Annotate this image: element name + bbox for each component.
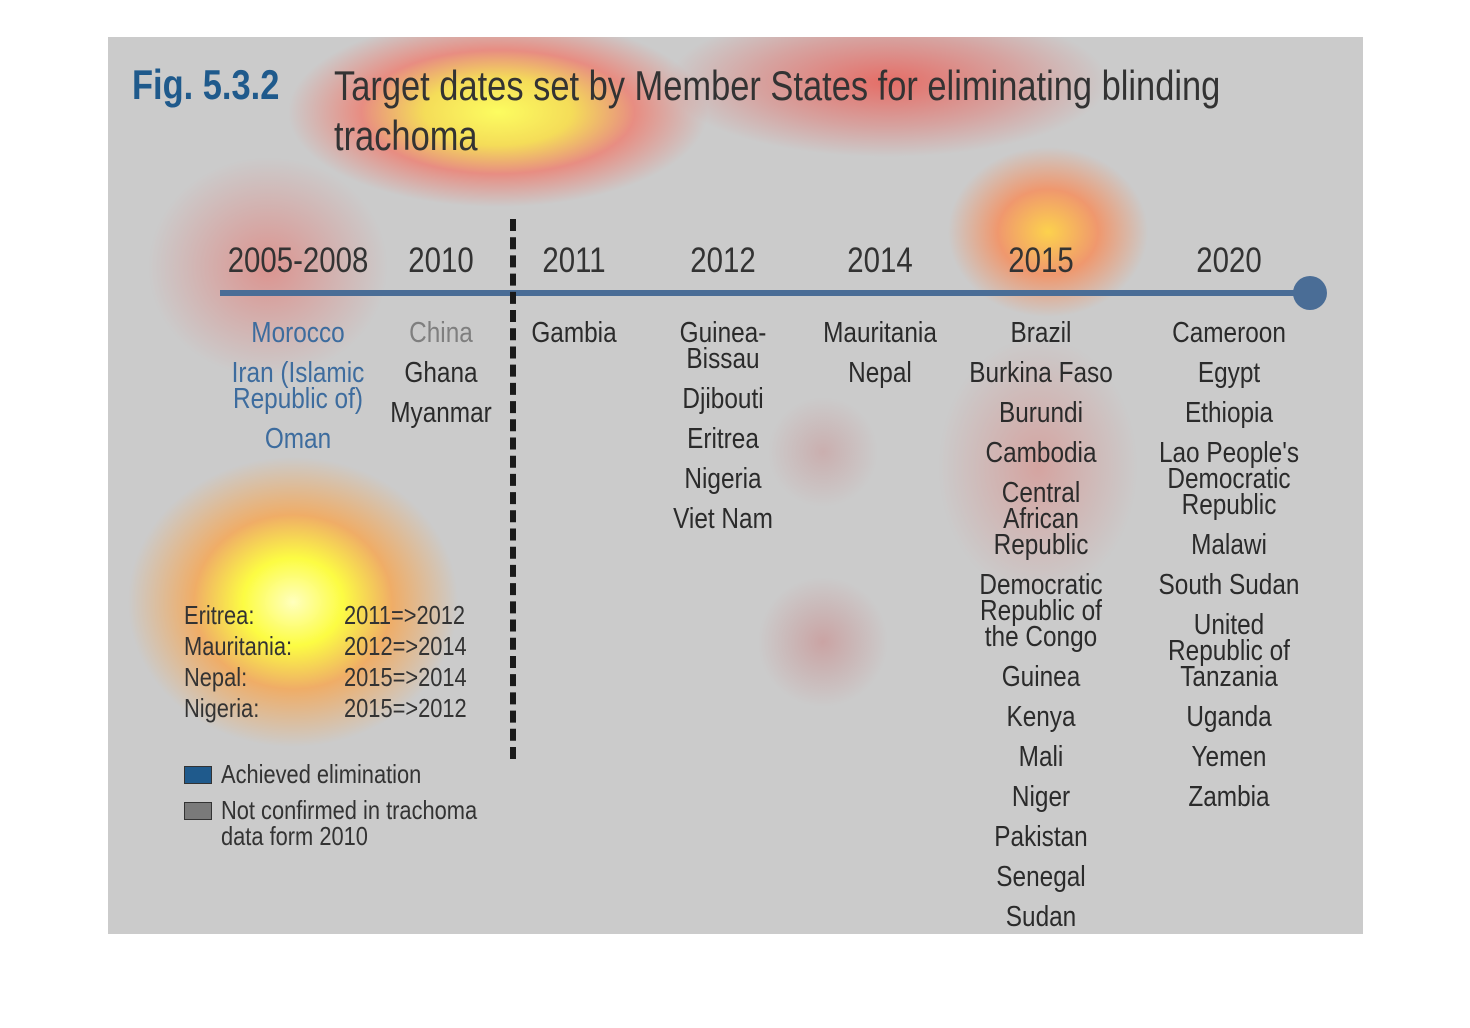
country-name: Oman bbox=[264, 423, 332, 455]
timeline-axis bbox=[220, 290, 1310, 296]
country-name: Zambia bbox=[1188, 781, 1270, 813]
year-country-list: Morocco Iran (Islamic Republic of) Oman bbox=[203, 317, 393, 466]
country-name: Lao People's Democratic Republic bbox=[1158, 437, 1300, 521]
country-name: Niger bbox=[1011, 781, 1071, 813]
country-name: Morocco bbox=[251, 317, 345, 349]
legend-item-achieved: Achieved elimination bbox=[184, 761, 541, 787]
timeline-year: 2014 bbox=[847, 241, 913, 280]
heatmap-blob-center bbox=[758, 577, 888, 707]
timeline-year: 2020 bbox=[1196, 241, 1262, 280]
country-name: Guinea bbox=[1001, 661, 1081, 693]
legend: Achieved elimination Not confirmed in tr… bbox=[184, 761, 541, 859]
figure-panel: Fig. 5.3.2 Target dates set by Member St… bbox=[108, 37, 1363, 934]
country-name: Malawi bbox=[1191, 529, 1267, 561]
timeline-year: 2005-2008 bbox=[227, 241, 369, 280]
country-name: Kenya bbox=[1006, 701, 1076, 733]
country-name: Mauritania bbox=[823, 317, 937, 349]
change-dates: 2015=>2014 bbox=[344, 662, 467, 692]
country-name: Mali bbox=[1018, 741, 1064, 773]
country-name: Iran (Islamic Republic of) bbox=[231, 357, 365, 415]
timeline-year: 2011 bbox=[542, 241, 606, 280]
timeline-year: 2012 bbox=[690, 241, 756, 280]
year-country-list: Brazil Burkina Faso Burundi Cambodia Central… bbox=[946, 317, 1136, 934]
change-dates: 2012=>2014 bbox=[344, 631, 467, 661]
timeline-year: 2015 bbox=[1008, 241, 1074, 280]
country-name: Burundi bbox=[999, 397, 1083, 429]
country-name: South Sudan bbox=[1158, 569, 1300, 601]
timeline-end-marker bbox=[1293, 276, 1327, 310]
country-name: Eritrea bbox=[687, 423, 759, 455]
country-name: United Republic of Tanzania bbox=[1168, 609, 1290, 693]
country-name: Egypt bbox=[1197, 357, 1261, 389]
change-dates: 2015=>2012 bbox=[344, 693, 467, 723]
legend-label: Achieved elimination bbox=[221, 759, 422, 789]
country-name: Gambia bbox=[531, 317, 617, 349]
year-country-list: Gambia bbox=[479, 317, 669, 360]
country-name: Democratic Republic of the Congo bbox=[979, 569, 1103, 653]
country-name: Central African Republic bbox=[993, 477, 1089, 561]
country-name: Uganda bbox=[1186, 701, 1272, 733]
figure-title: Target dates set by Member States for el… bbox=[334, 62, 1221, 159]
country-name: Viet Nam bbox=[673, 503, 773, 535]
figure-label: Fig. 5.3.2 bbox=[132, 61, 280, 108]
legend-item-not-confirmed: Not confirmed in trachoma data form 2010 bbox=[184, 797, 541, 849]
timeline-divider bbox=[510, 219, 516, 759]
year-country-list: Mauritania Nepal bbox=[785, 317, 975, 400]
legend-label: Not confirmed in trachoma data form 2010 bbox=[221, 795, 478, 851]
country-name: China bbox=[409, 317, 473, 349]
country-name: Ghana bbox=[404, 357, 478, 389]
country-name: Brazil bbox=[1010, 317, 1072, 349]
country-name: Burkina Faso bbox=[969, 357, 1113, 389]
country-name: Djibouti bbox=[682, 383, 764, 415]
change-country: Nigeria: bbox=[184, 693, 260, 723]
change-dates: 2011=>2012 bbox=[344, 600, 466, 630]
country-name: Sudan bbox=[1005, 901, 1077, 933]
year-country-list: Guinea-Bissau Djibouti Eritrea Nigeria Viet … bbox=[628, 317, 818, 546]
country-name: Ethiopia bbox=[1184, 397, 1274, 429]
country-name: Nepal bbox=[848, 357, 912, 389]
country-name: Cameroon bbox=[1172, 317, 1286, 349]
year-country-list: Cameroon Egypt Ethiopia Lao People's Democr… bbox=[1134, 317, 1324, 824]
change-country: Nepal: bbox=[184, 662, 248, 692]
country-name: Guinea-Bissau bbox=[679, 317, 767, 375]
change-country: Mauritania: bbox=[184, 631, 293, 661]
change-country: Eritrea: bbox=[184, 600, 255, 630]
country-name: Yemen bbox=[1191, 741, 1267, 773]
country-name: Senegal bbox=[996, 861, 1086, 893]
country-name: Pakistan bbox=[994, 821, 1088, 853]
legend-swatch-not-confirmed bbox=[184, 802, 212, 820]
timeline-year: 2010 bbox=[408, 241, 474, 280]
country-name: Cambodia bbox=[985, 437, 1097, 469]
country-name: Myanmar bbox=[390, 397, 492, 429]
country-name: Nigeria bbox=[684, 463, 762, 495]
legend-swatch-achieved bbox=[184, 766, 212, 784]
year-country-list: China Ghana Myanmar bbox=[346, 317, 536, 440]
